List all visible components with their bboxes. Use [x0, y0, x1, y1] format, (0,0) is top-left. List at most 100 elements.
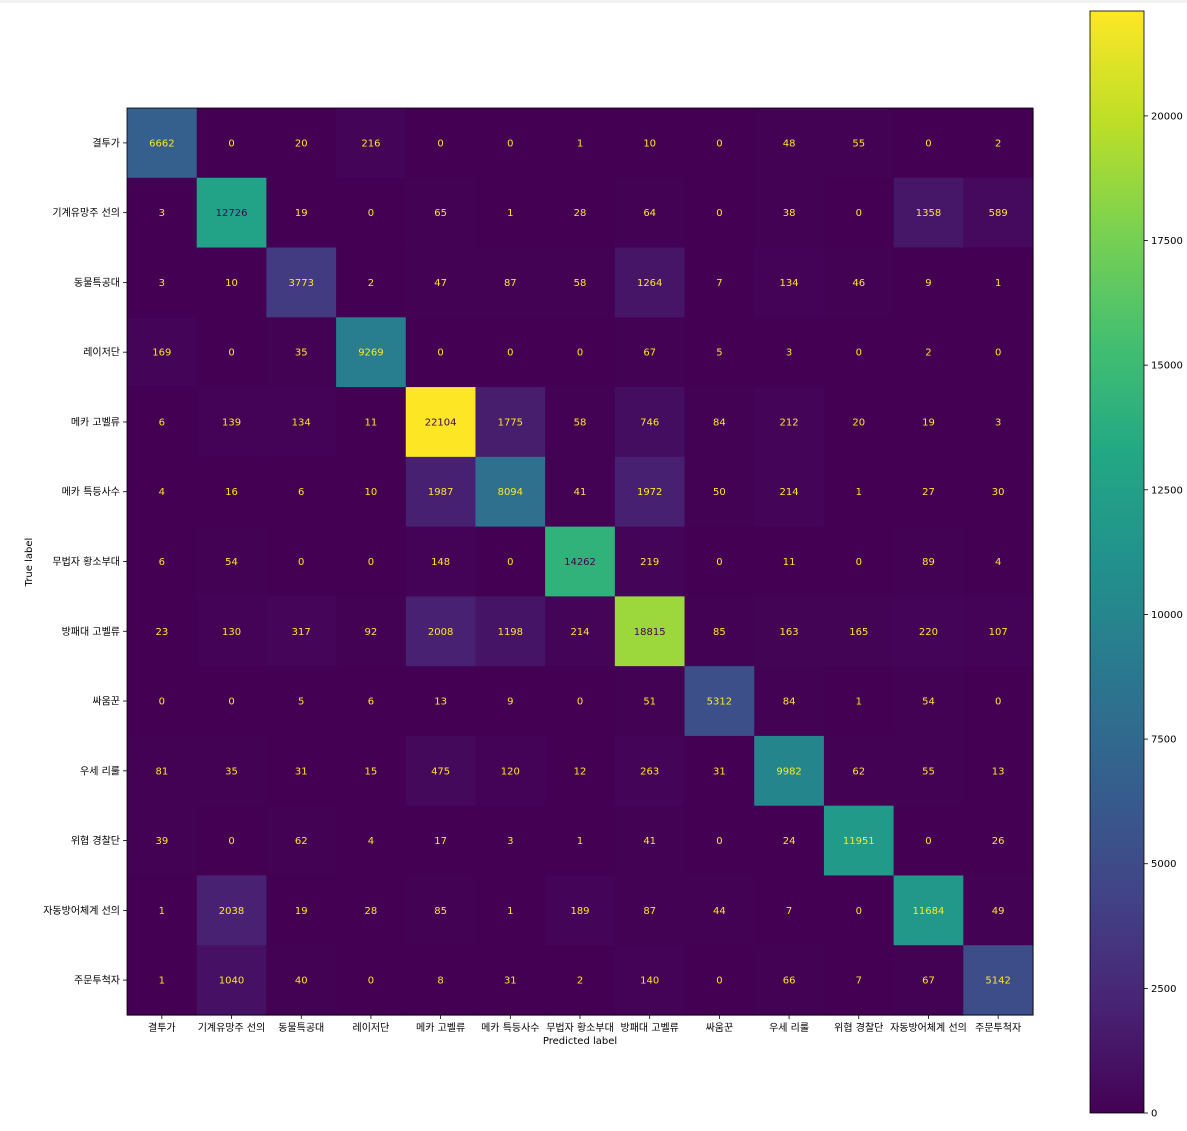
- cell-value-label: 0: [228, 836, 234, 847]
- colorbar-ticks: 0 2500 5000 7500 10000 12500 15000 17500 20000: [1144, 111, 1183, 1120]
- colorbar-tick-label: 12500: [1151, 485, 1183, 496]
- heatmap-cell: [893, 526, 964, 597]
- cell-value-label: 9982: [776, 766, 801, 777]
- cell-value-label: 58: [574, 417, 587, 428]
- heatmap-cell: [823, 387, 895, 458]
- y-tick-label: 메카 특등사수: [62, 486, 120, 498]
- heatmap-cell: [405, 805, 477, 877]
- heatmap-cell: [893, 735, 964, 807]
- cell-value-label: 20: [295, 138, 308, 149]
- heatmap-cell: [545, 735, 616, 807]
- cell-value-label: 263: [640, 766, 659, 777]
- cell-value-label: 18815: [634, 627, 666, 638]
- cell-value-label: 66: [783, 976, 796, 987]
- heatmap-cell: [893, 875, 964, 946]
- cell-value-label: 48: [783, 138, 796, 149]
- cell-value-label: 2038: [219, 906, 244, 917]
- heatmap-cell: [196, 108, 267, 179]
- cell-value-label: 24: [783, 836, 796, 847]
- heatmap-cell: [336, 805, 407, 877]
- heatmap-cell: [754, 108, 825, 179]
- cell-value-label: 39: [155, 836, 168, 847]
- cell-value-label: 163: [780, 627, 799, 638]
- heatmap-cell: [266, 387, 337, 458]
- heatmap-cell: [823, 108, 895, 179]
- heatmap-cell: [684, 108, 755, 179]
- heatmap-cell: [266, 177, 337, 249]
- cell-value-label: 0: [437, 138, 443, 149]
- cell-value-label: 219: [640, 557, 659, 568]
- cell-value-label: 1: [159, 976, 165, 987]
- cell-value-label: 46: [852, 278, 865, 289]
- heatmap-cell: [266, 945, 337, 1016]
- y-tick-label: 기계유망주 선의: [52, 207, 120, 219]
- y-tick-label: 방패대 고벨류: [62, 626, 120, 638]
- heatmap-cell: [614, 108, 686, 179]
- heatmap-cell: [196, 456, 267, 528]
- colorbar-tick-label: 17500: [1151, 236, 1183, 247]
- heatmap-cell: [405, 526, 477, 597]
- cell-value-label: 11951: [843, 836, 875, 847]
- heatmap-cell: [405, 247, 477, 318]
- cell-value-label: 0: [716, 557, 722, 568]
- heatmap-cell: [127, 177, 198, 249]
- cell-value-label: 87: [504, 278, 517, 289]
- cell-value-label: 1198: [498, 627, 523, 638]
- heatmap-cell: [266, 596, 337, 667]
- x-tick-label: 우세 리룰: [769, 1022, 809, 1034]
- heatmap-cell: [127, 387, 198, 458]
- heatmap-cell: [754, 735, 825, 807]
- heatmap-cell: [754, 945, 825, 1016]
- heatmap-cell: [614, 945, 686, 1016]
- cell-value-label: 5142: [985, 976, 1010, 987]
- heatmap-cell: [405, 596, 477, 667]
- cell-value-label: 38: [783, 208, 796, 219]
- cell-value-label: 35: [295, 348, 308, 359]
- cell-value-label: 16: [225, 487, 238, 498]
- colorbar-tick-label: 7500: [1151, 735, 1176, 746]
- heatmap-cell: [336, 387, 407, 458]
- heatmap-cell: [614, 666, 686, 737]
- colorbar-tick-label: 0: [1151, 1109, 1157, 1120]
- colorbar-tick-label: 5000: [1151, 859, 1176, 870]
- cell-value-label: 50: [713, 487, 726, 498]
- y-tick-label: 자동방어체계 선의: [43, 905, 120, 917]
- heatmap-cell: [893, 805, 964, 877]
- cell-value-label: 11: [365, 417, 378, 428]
- cell-value-label: 2: [577, 976, 583, 987]
- x-tick-label: 레이저단: [353, 1022, 390, 1034]
- cell-value-label: 7: [786, 906, 792, 917]
- cell-value-label: 27: [922, 487, 935, 498]
- cell-value-label: 12726: [216, 208, 248, 219]
- cell-value-label: 2008: [428, 627, 453, 638]
- cell-value-label: 0: [228, 697, 234, 708]
- heatmap-cell: [196, 805, 267, 877]
- cell-value-label: 84: [783, 697, 796, 708]
- cell-value-label: 85: [713, 627, 726, 638]
- heatmap-cell: [127, 456, 198, 528]
- heatmap-cell-labels: 6662 0 20 216 0 0 1 10 0 48 55 0 23 12726 19 0 65 1 28 64 0 3…: [149, 138, 1011, 986]
- heatmap-cell: [684, 945, 755, 1016]
- x-tick-label: 주문투척자: [975, 1022, 1021, 1034]
- colorbar-tick-label: 15000: [1151, 361, 1183, 372]
- heatmap-cell: [963, 526, 1034, 597]
- cell-value-label: 85: [434, 906, 447, 917]
- cell-value-label: 0: [856, 208, 862, 219]
- cell-value-label: 165: [849, 627, 868, 638]
- heatmap-cell: [196, 247, 267, 318]
- heatmap-cell: [127, 317, 198, 388]
- cell-value-label: 0: [507, 348, 513, 359]
- cell-value-label: 0: [228, 348, 234, 359]
- x-tick-label: 무법자 황소부대: [546, 1022, 614, 1034]
- heatmap-cell: [614, 177, 686, 249]
- cell-value-label: 47: [434, 278, 447, 289]
- cell-value-label: 22104: [425, 417, 457, 428]
- cell-value-label: 0: [507, 138, 513, 149]
- cell-value-label: 49: [992, 906, 1005, 917]
- heatmap-cell: [336, 735, 407, 807]
- heatmap-cell: [266, 526, 337, 597]
- cell-value-label: 19: [922, 417, 935, 428]
- heatmap-cell: [614, 596, 686, 667]
- cell-value-label: 3773: [289, 278, 314, 289]
- heatmap-cell: [893, 456, 964, 528]
